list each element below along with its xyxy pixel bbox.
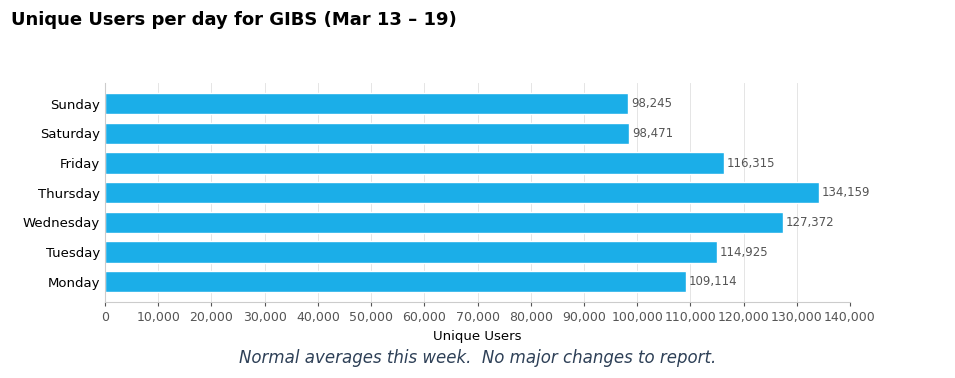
- Bar: [105, 212, 783, 233]
- Text: 127,372: 127,372: [786, 216, 835, 229]
- Text: 109,114: 109,114: [689, 275, 737, 288]
- X-axis label: Unique Users: Unique Users: [434, 330, 521, 343]
- Text: 134,159: 134,159: [822, 186, 871, 199]
- Text: 114,925: 114,925: [720, 246, 769, 259]
- Text: 98,471: 98,471: [632, 127, 673, 140]
- Text: 98,245: 98,245: [631, 97, 672, 110]
- Bar: [105, 182, 818, 203]
- Bar: [105, 152, 724, 174]
- Bar: [105, 93, 627, 115]
- Bar: [105, 123, 629, 144]
- Bar: [105, 242, 716, 263]
- Text: Normal averages this week.  No major changes to report.: Normal averages this week. No major chan…: [239, 349, 716, 367]
- Bar: [105, 271, 686, 293]
- Text: 116,315: 116,315: [727, 156, 775, 170]
- Text: Unique Users per day for GIBS (Mar 13 – 19): Unique Users per day for GIBS (Mar 13 – …: [11, 11, 457, 29]
